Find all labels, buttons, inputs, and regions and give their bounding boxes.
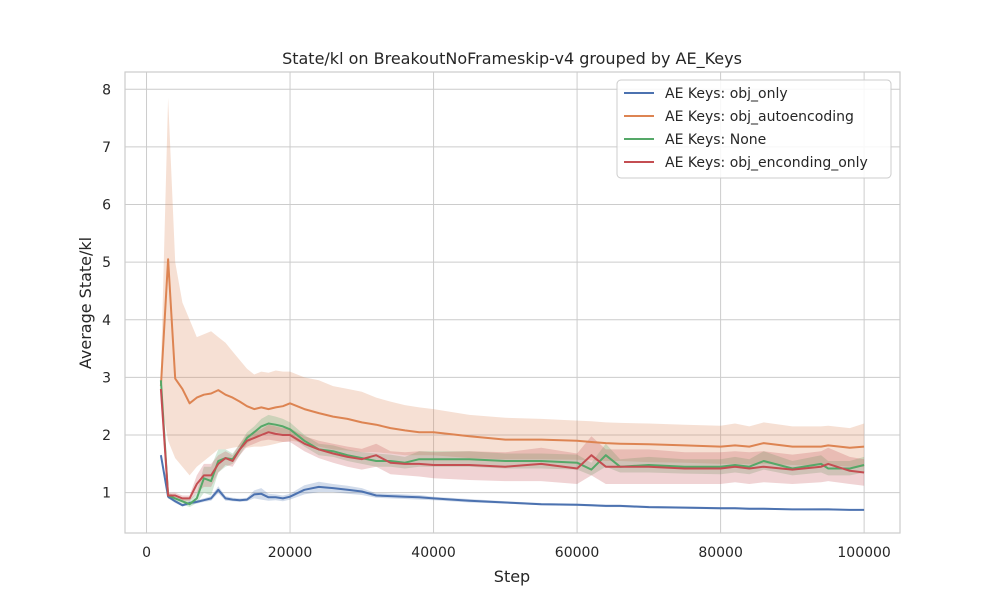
y-tick-label: 4 — [102, 313, 111, 329]
legend-label: AE Keys: obj_autoencoding — [665, 109, 854, 125]
series-line — [159, 258, 865, 449]
confidence-band — [160, 97, 865, 476]
plot-frame — [124, 71, 901, 534]
y-tick-label: 7 — [102, 140, 111, 156]
y-tick-label: 2 — [102, 428, 111, 444]
x-tick-label: 80000 — [698, 545, 743, 561]
confidence-band — [160, 374, 865, 502]
y-tick-labels: 1 2 3 4 5 6 7 8 — [102, 82, 111, 501]
confidence-band — [160, 365, 865, 508]
x-axis-label: Step — [494, 567, 530, 586]
series-line — [159, 388, 865, 500]
x-tick-labels: 0 20000 40000 60000 80000 100000 — [142, 545, 891, 561]
series-lines — [159, 258, 865, 511]
y-axis-label: Average State/kl — [76, 237, 95, 369]
legend: AE Keys: obj_only AE Keys: obj_autoencodi… — [616, 79, 892, 179]
legend-label: AE Keys: obj_only — [665, 86, 788, 102]
legend-label: AE Keys: obj_enconding_only — [665, 155, 868, 171]
grid — [125, 72, 900, 533]
x-tick-label: 100000 — [837, 545, 890, 561]
x-tick-label: 0 — [142, 545, 151, 561]
y-tick-label: 5 — [102, 255, 111, 271]
y-tick-label: 3 — [102, 370, 111, 386]
x-tick-label: 60000 — [555, 545, 600, 561]
y-tick-label: 1 — [102, 486, 111, 502]
legend-label: AE Keys: None — [665, 132, 766, 148]
y-tick-label: 6 — [102, 198, 111, 214]
y-tick-label: 8 — [102, 82, 111, 98]
series-line — [159, 455, 865, 511]
legend-box — [616, 79, 892, 179]
x-tick-label: 20000 — [268, 545, 313, 561]
x-tick-label: 40000 — [411, 545, 456, 561]
confidence-bands — [160, 97, 865, 511]
chart-title: State/kl on BreakoutNoFrameskip-v4 group… — [282, 49, 742, 69]
